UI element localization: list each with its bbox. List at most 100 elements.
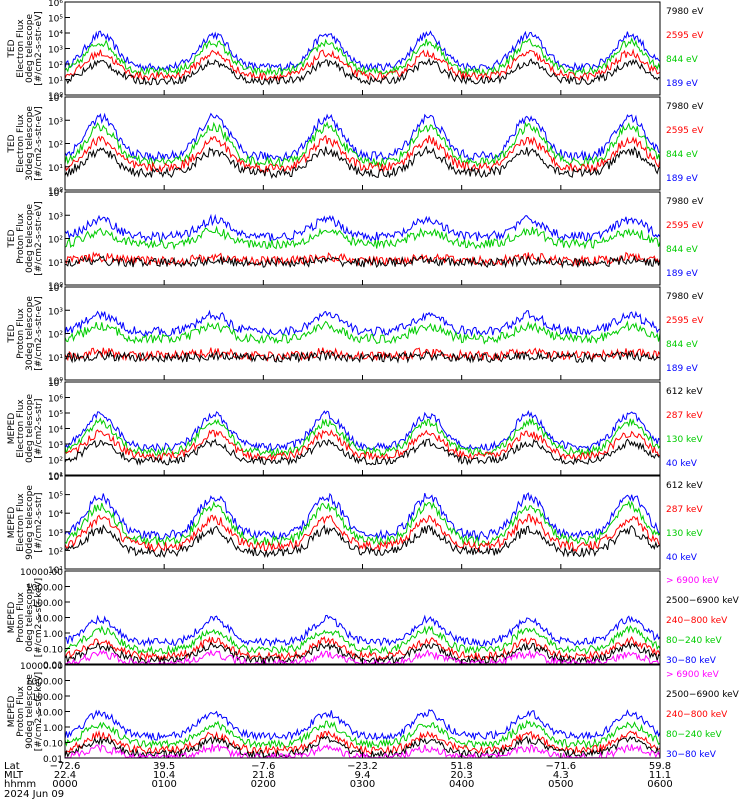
y-tick-label: 10¹	[48, 259, 63, 269]
y-axis-label-line: [#/cm2-s-str]	[34, 492, 44, 552]
legend-entry: 612 keV	[666, 387, 703, 397]
y-tick-label: 100.00	[32, 693, 64, 703]
y-tick-label: 10⁴	[48, 510, 63, 520]
y-axis-label-line: MEPED	[7, 602, 17, 634]
y-axis-label-line: 0deg telescope	[25, 394, 35, 464]
series-trace-6-4	[65, 492, 660, 542]
legend-entry: 2595 eV	[666, 221, 704, 231]
series-trace-7-4	[65, 625, 660, 656]
y-tick-label: 10⁵	[48, 15, 63, 25]
panel-1-traces	[65, 30, 660, 86]
x-tick-label-lat: 59.8	[649, 761, 671, 772]
legend-entry: 844 eV	[666, 245, 699, 255]
series-trace-8-5	[65, 708, 660, 742]
y-axis-label-line: Electron Flux	[16, 493, 26, 552]
y-tick-label: 10.00	[37, 709, 63, 719]
y-axis-label-line: Proton Flux	[16, 213, 26, 264]
series-trace-1-2	[65, 48, 660, 82]
y-axis-label-line: 30deg telescope	[25, 296, 35, 371]
y-axis-label-line: Electron Flux	[16, 399, 26, 458]
legend-entry: 189 eV	[666, 174, 699, 184]
y-axis-label-line: [#/cm2-s-str]	[34, 398, 44, 458]
y-tick-label: 10¹	[48, 472, 63, 482]
y-tick-label: 10000.00	[20, 568, 63, 578]
x-tick-label-hhmm: 0100	[151, 779, 176, 790]
y-tick-label: 1000.00	[26, 584, 63, 594]
panel-3-traces	[65, 213, 660, 269]
y-tick-label: 10¹	[48, 77, 63, 87]
y-tick-label: 1000.00	[26, 678, 63, 688]
legend-entry: 189 eV	[666, 269, 699, 279]
x-tick-label-lat: 39.5	[153, 761, 175, 772]
legend-entry: 2500−6900 keV	[666, 596, 740, 606]
x-tick-label-mlt: 21.8	[252, 770, 274, 781]
series-trace-5-4	[65, 410, 660, 452]
y-axis-label-line: Proton Flux	[16, 308, 26, 359]
series-trace-5-2	[65, 429, 660, 462]
y-axis-label-line: TED	[7, 134, 17, 153]
y-tick-label: 0.10	[43, 646, 63, 656]
y-tick-label: 10³	[48, 212, 63, 222]
series-trace-4-1	[65, 349, 660, 364]
x-tick-label-hhmm: 0300	[350, 779, 375, 790]
y-axis-label-line: [#/cm2-s-str-keV]	[34, 672, 44, 751]
legend-entry: 7980 eV	[666, 102, 704, 112]
y-axis-label-line: 0deg telescope	[25, 204, 35, 274]
legend-entry: 844 eV	[666, 150, 699, 160]
y-tick-label: 0.10	[43, 740, 63, 750]
y-tick-label: 10¹	[48, 164, 63, 174]
series-trace-8-4	[65, 719, 660, 750]
x-tick-label-lat: −7.6	[251, 761, 275, 772]
y-tick-label: 10⁰	[48, 377, 63, 387]
legend-entry: 130 keV	[666, 529, 703, 539]
series-trace-2-1	[65, 145, 660, 179]
series-trace-4-4	[65, 309, 660, 337]
x-tick-label-lat: 51.8	[451, 761, 473, 772]
y-axis-label-line: TED	[7, 39, 17, 58]
y-tick-label: 10⁵	[48, 410, 63, 420]
series-trace-1-4	[65, 30, 660, 73]
x-row-label-hhmm: hhmm	[4, 779, 36, 790]
y-tick-label: 10⁴	[48, 284, 63, 294]
legend-entry: 844 eV	[666, 340, 699, 350]
legend-entry: 40 keV	[666, 459, 698, 469]
legend-entry: 7980 eV	[666, 197, 704, 207]
series-trace-6-2	[65, 513, 660, 553]
series-trace-3-3	[65, 225, 660, 251]
legend-entry: > 6900 keV	[666, 576, 720, 586]
y-tick-label: 0.01	[43, 755, 63, 765]
series-trace-3-1	[65, 254, 660, 269]
x-tick-label-hhmm: 0000	[52, 779, 77, 790]
y-axis-label-line: TED	[7, 229, 17, 248]
series-trace-4-3	[65, 320, 660, 345]
legend-entry: 189 eV	[666, 79, 699, 89]
x-tick-label-mlt: 20.3	[451, 770, 473, 781]
y-tick-label: 10²	[48, 331, 63, 341]
series-trace-1-3	[65, 36, 660, 77]
y-tick-label: 10⁶	[48, 395, 63, 405]
series-trace-2-3	[65, 121, 660, 168]
legend-entry: 30−80 keV	[666, 750, 717, 760]
legend-entry: 844 eV	[666, 55, 699, 65]
y-tick-label: 10.00	[37, 615, 63, 625]
legend-entry: 612 keV	[666, 481, 703, 491]
y-tick-label: 10⁶	[48, 0, 63, 9]
x-tick-label-mlt: 10.4	[153, 770, 175, 781]
y-tick-label: 10²	[48, 141, 63, 151]
x-row-label-mlt: MLT	[4, 770, 24, 781]
y-tick-label: 10²	[48, 457, 63, 467]
legend-entry: 30−80 keV	[666, 656, 717, 666]
panel-3-frame	[64, 191, 661, 286]
y-axis-label-line: [#/cm2-s-str-eV]	[34, 11, 44, 86]
y-tick-label: 10⁴	[48, 189, 63, 199]
y-tick-label: 10⁰	[48, 187, 63, 197]
legend-entry: 7980 eV	[666, 7, 704, 17]
panel-8-traces	[65, 708, 660, 758]
y-tick-label: 1.00	[43, 724, 63, 734]
series-trace-1-1	[65, 57, 660, 86]
series-trace-3-4	[65, 213, 660, 243]
series-trace-5-3	[65, 417, 660, 458]
x-tick-label-lat: −23.2	[347, 761, 378, 772]
panel-7-traces	[65, 614, 660, 664]
